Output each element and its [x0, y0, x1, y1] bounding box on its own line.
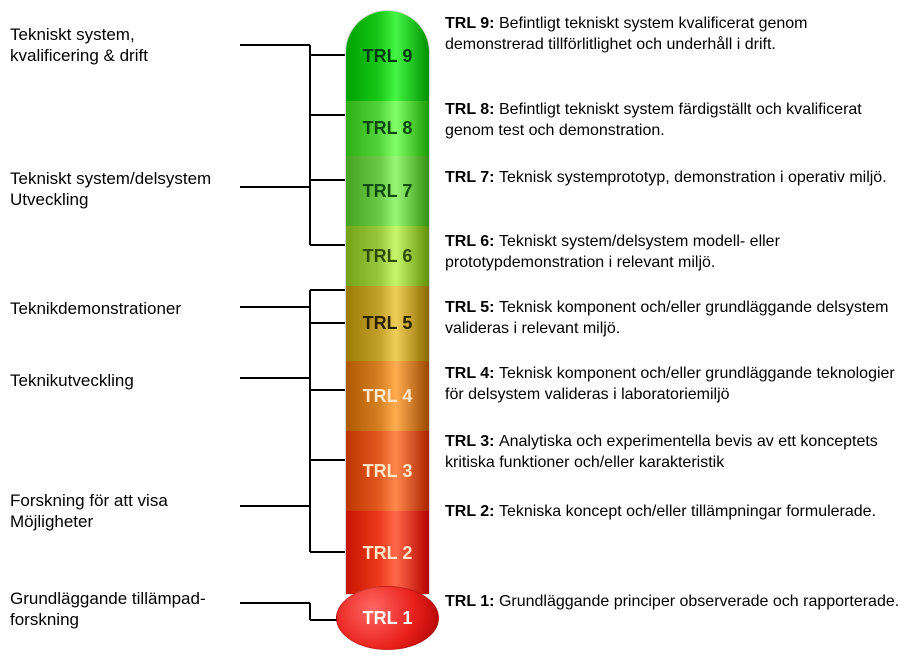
- trl2-label: TRL 2: [363, 543, 413, 564]
- bracket-2: [240, 290, 345, 390]
- desc-d6: TRL 6: Tekniskt system/delsystem modell-…: [445, 232, 910, 274]
- bracket-4: [240, 460, 345, 552]
- desc-d5-bold: TRL 5:: [445, 299, 499, 316]
- bracket-0: [240, 45, 345, 180]
- desc-d7: TRL 7: Teknisk systemprototyp, demonstra…: [445, 168, 887, 189]
- thermometer-bulb: TRL 1: [336, 586, 439, 650]
- trl3-label: TRL 3: [363, 461, 413, 482]
- desc-d8-bold: TRL 8:: [445, 101, 499, 118]
- left-category-c4: Teknikutveckling: [10, 370, 134, 391]
- thermo-level-trl2: TRL 2: [346, 511, 429, 595]
- desc-d6-bold: TRL 6:: [445, 233, 499, 250]
- bracket-1: [240, 180, 345, 245]
- desc-d2-bold: TRL 2:: [445, 503, 499, 520]
- trl9-label: TRL 9: [363, 46, 413, 67]
- desc-d4: TRL 4: Teknisk komponent och/eller grund…: [445, 364, 910, 406]
- thermo-level-trl4: TRL 4: [346, 361, 429, 431]
- trl1-label: TRL 1: [363, 608, 413, 629]
- desc-d1-bold: TRL 1:: [445, 593, 499, 610]
- bracket-5: [240, 603, 345, 620]
- bracket-connectors: [240, 0, 350, 660]
- desc-d3-bold: TRL 3:: [445, 433, 499, 450]
- left-category-c3: Teknikdemonstrationer: [10, 298, 181, 319]
- bracket-3: [240, 378, 345, 460]
- trl7-label: TRL 7: [363, 181, 413, 202]
- desc-d7-bold: TRL 7:: [445, 169, 499, 186]
- desc-d4-bold: TRL 4:: [445, 365, 499, 382]
- thermo-level-trl6: TRL 6: [346, 226, 429, 286]
- left-category-c1: Tekniskt system,kvalificering & drift: [10, 24, 148, 67]
- trl6-label: TRL 6: [363, 246, 413, 267]
- trl-thermometer: TRL 9 TRL 8 TRL 7 TRL 6 TRL 5 TRL 4 TRL 3 TRL 2…: [345, 10, 430, 650]
- thermometer-tube: TRL 9 TRL 8 TRL 7 TRL 6 TRL 5 TRL 4 TRL 3 TRL 2: [345, 10, 430, 595]
- thermo-level-trl5: TRL 5: [346, 286, 429, 361]
- left-category-c6: Grundläggande tillämpad-forskning: [10, 588, 206, 631]
- desc-d5: TRL 5: Teknisk komponent och/eller grund…: [445, 298, 910, 340]
- left-category-c2: Tekniskt system/delsystemUtveckling: [10, 168, 211, 211]
- desc-d7-text: Teknisk systemprototyp, demonstration i …: [499, 169, 887, 186]
- thermo-level-trl9: TRL 9: [346, 11, 429, 101]
- desc-d8: TRL 8: Befintligt tekniskt system färdig…: [445, 100, 910, 142]
- desc-d1-text: Grundläggande principer observerade och …: [499, 593, 899, 610]
- trl8-label: TRL 8: [363, 118, 413, 139]
- thermo-level-trl7: TRL 7: [346, 156, 429, 226]
- trl5-label: TRL 5: [363, 313, 413, 334]
- desc-d2: TRL 2: Tekniska koncept och/eller tilläm…: [445, 502, 876, 523]
- desc-d8-text: Befintligt tekniskt system färdigställt …: [445, 101, 862, 139]
- left-category-c5: Forskning för att visaMöjligheter: [10, 490, 168, 533]
- desc-d3: TRL 3: Analytiska och experimentella bev…: [445, 432, 910, 474]
- thermo-level-trl8: TRL 8: [346, 101, 429, 156]
- desc-d2-text: Tekniska koncept och/eller tillämpningar…: [499, 503, 876, 520]
- desc-d4-text: Teknisk komponent och/eller grundläggand…: [445, 365, 895, 403]
- desc-d9-text: Befintligt tekniskt system kvalificerat …: [445, 15, 808, 53]
- trl4-label: TRL 4: [363, 386, 413, 407]
- thermo-level-trl3: TRL 3: [346, 431, 429, 511]
- desc-d1: TRL 1: Grundläggande principer observera…: [445, 592, 899, 613]
- desc-d3-text: Analytiska och experimentella bevis av e…: [445, 433, 878, 471]
- desc-d9-bold: TRL 9:: [445, 15, 499, 32]
- desc-d9: TRL 9: Befintligt tekniskt system kvalif…: [445, 14, 910, 56]
- desc-d5-text: Teknisk komponent och/eller grundläggand…: [445, 299, 889, 337]
